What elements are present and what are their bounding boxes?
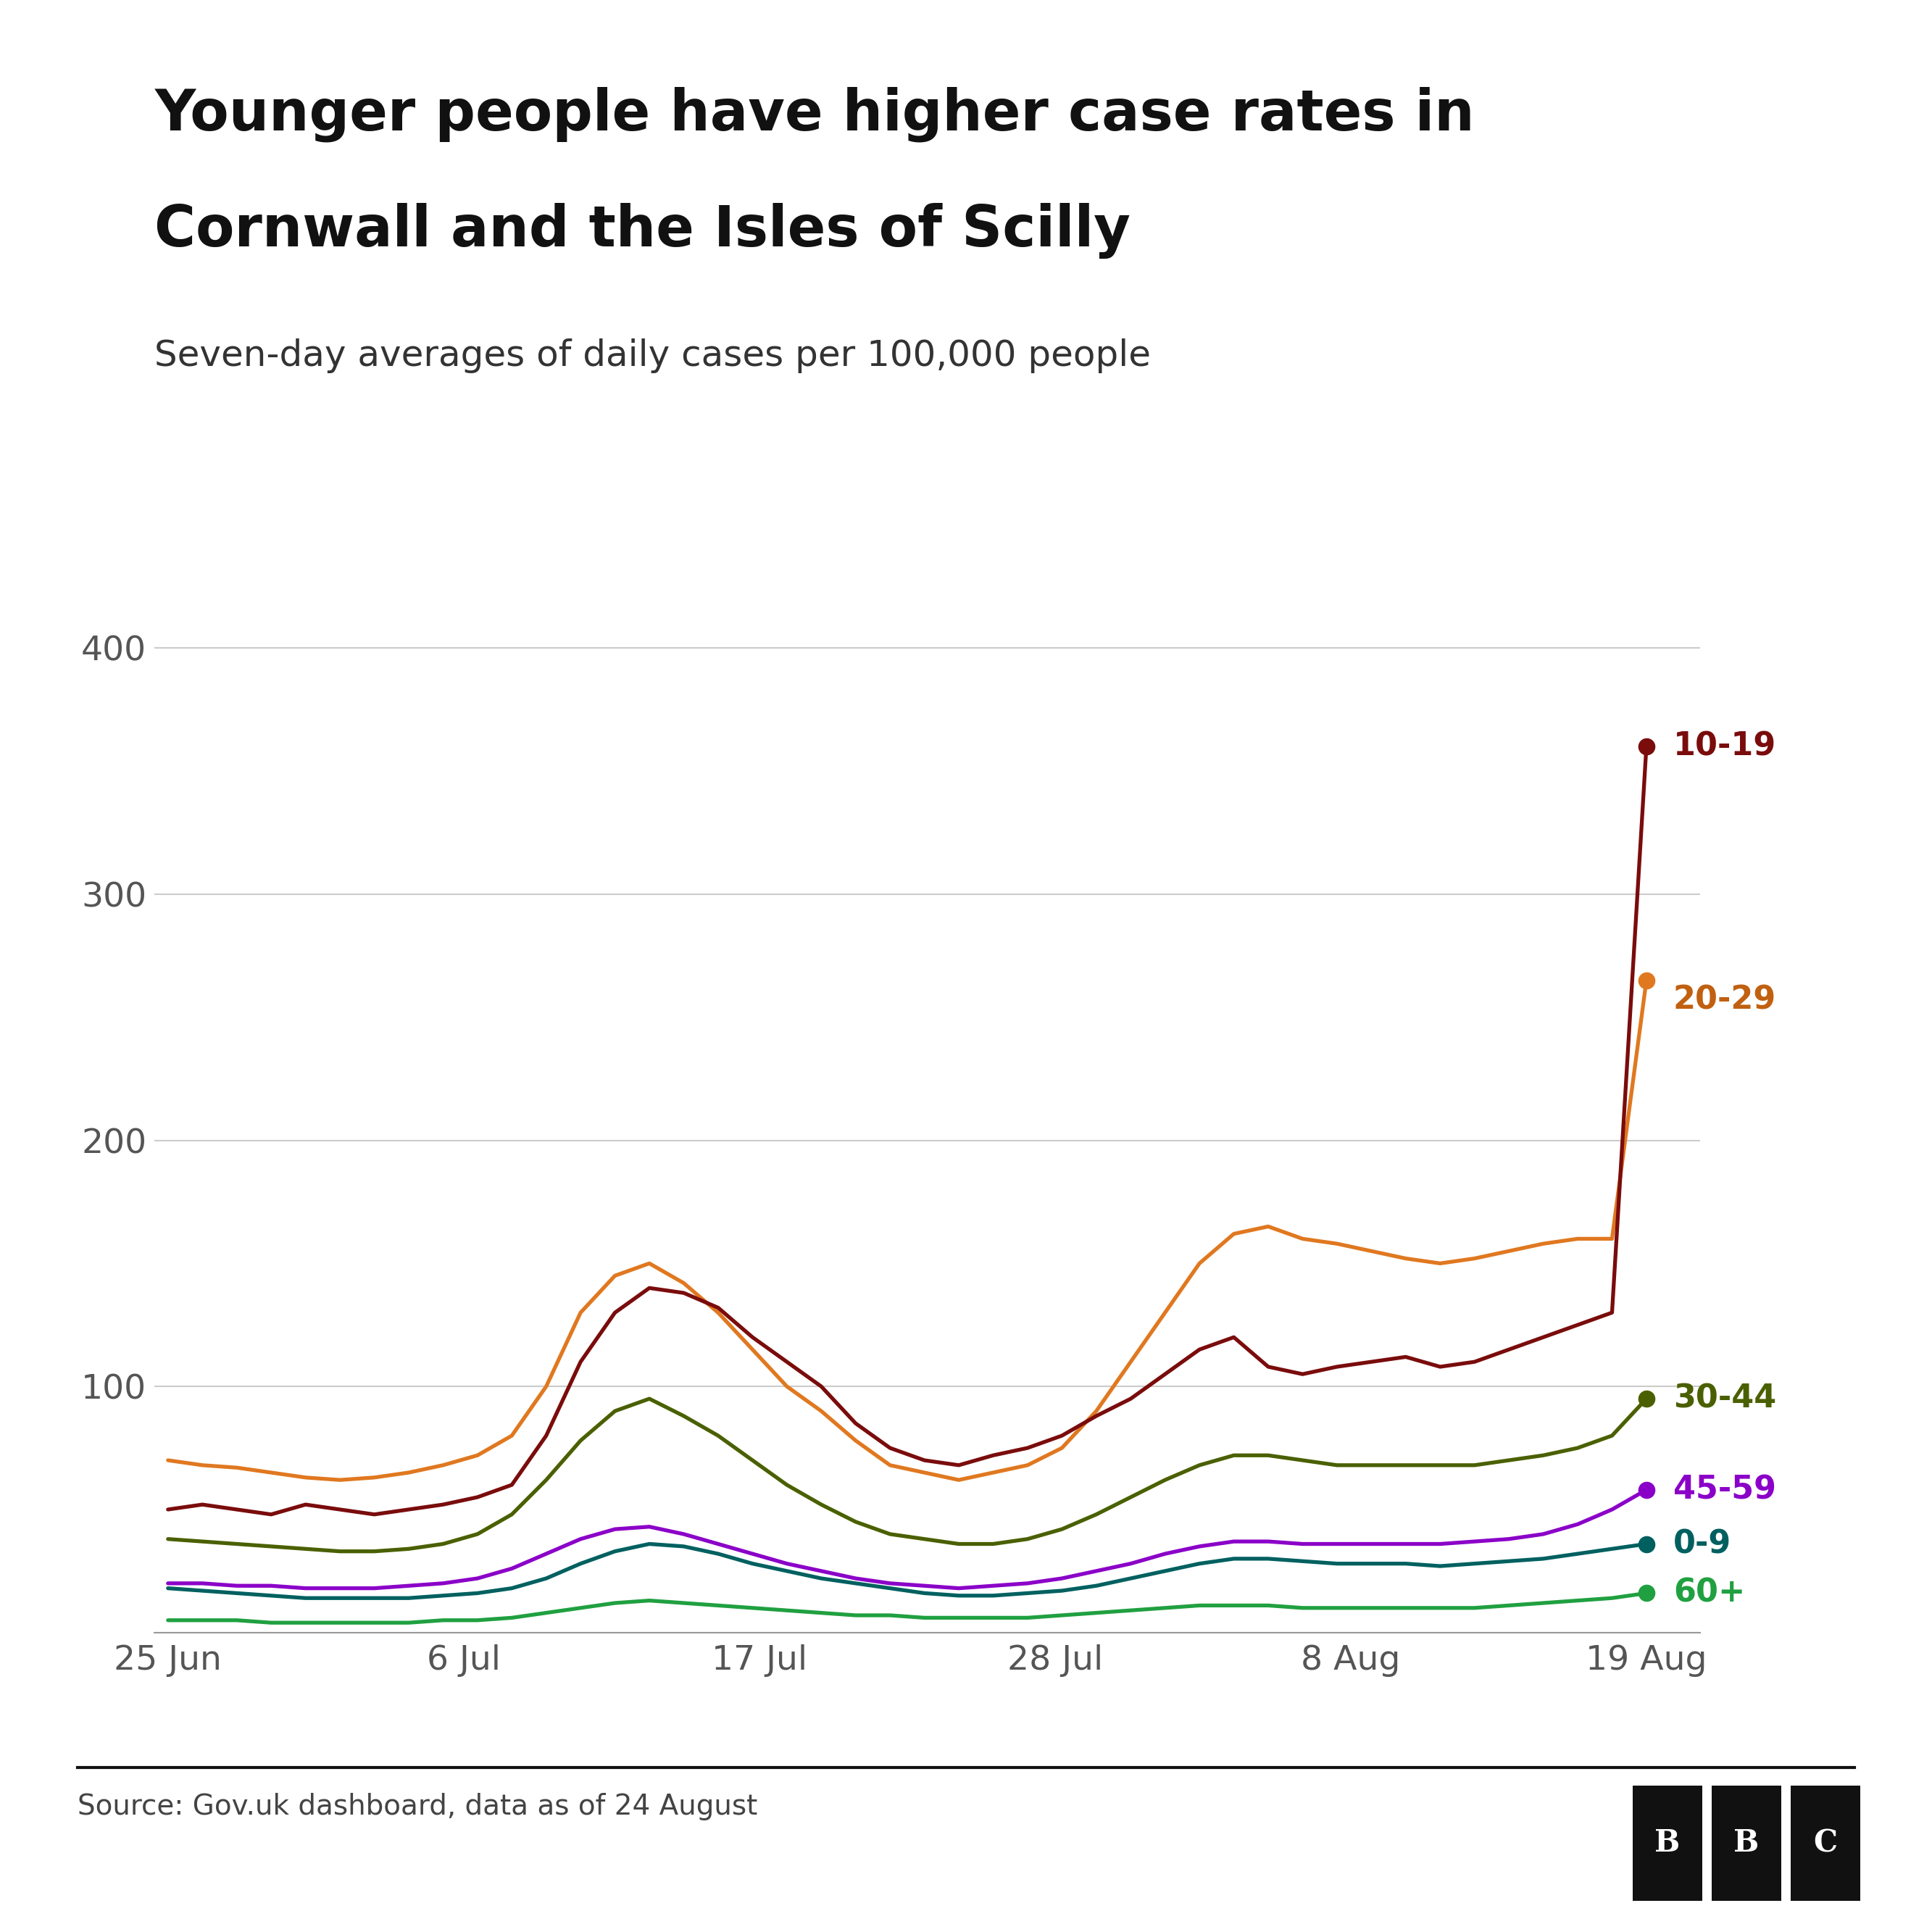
Bar — [1791, 1785, 1861, 1901]
Text: Cornwall and the Isles of Scilly: Cornwall and the Isles of Scilly — [155, 203, 1130, 259]
Text: 60+: 60+ — [1673, 1578, 1745, 1609]
Text: 30-44: 30-44 — [1673, 1383, 1776, 1414]
Bar — [1712, 1785, 1781, 1901]
Text: B: B — [1654, 1828, 1681, 1859]
Text: 20-29: 20-29 — [1673, 985, 1776, 1016]
Text: 0-9: 0-9 — [1673, 1528, 1731, 1559]
Bar — [1633, 1785, 1702, 1901]
Text: Seven-day averages of daily cases per 100,000 people: Seven-day averages of daily cases per 10… — [155, 338, 1151, 373]
Text: Younger people have higher case rates in: Younger people have higher case rates in — [155, 87, 1474, 143]
Text: 10-19: 10-19 — [1673, 730, 1776, 761]
Text: C: C — [1814, 1828, 1837, 1859]
Text: Source: Gov.uk dashboard, data as of 24 August: Source: Gov.uk dashboard, data as of 24 … — [77, 1793, 757, 1820]
Text: B: B — [1733, 1828, 1760, 1859]
Text: 45-59: 45-59 — [1673, 1474, 1776, 1505]
